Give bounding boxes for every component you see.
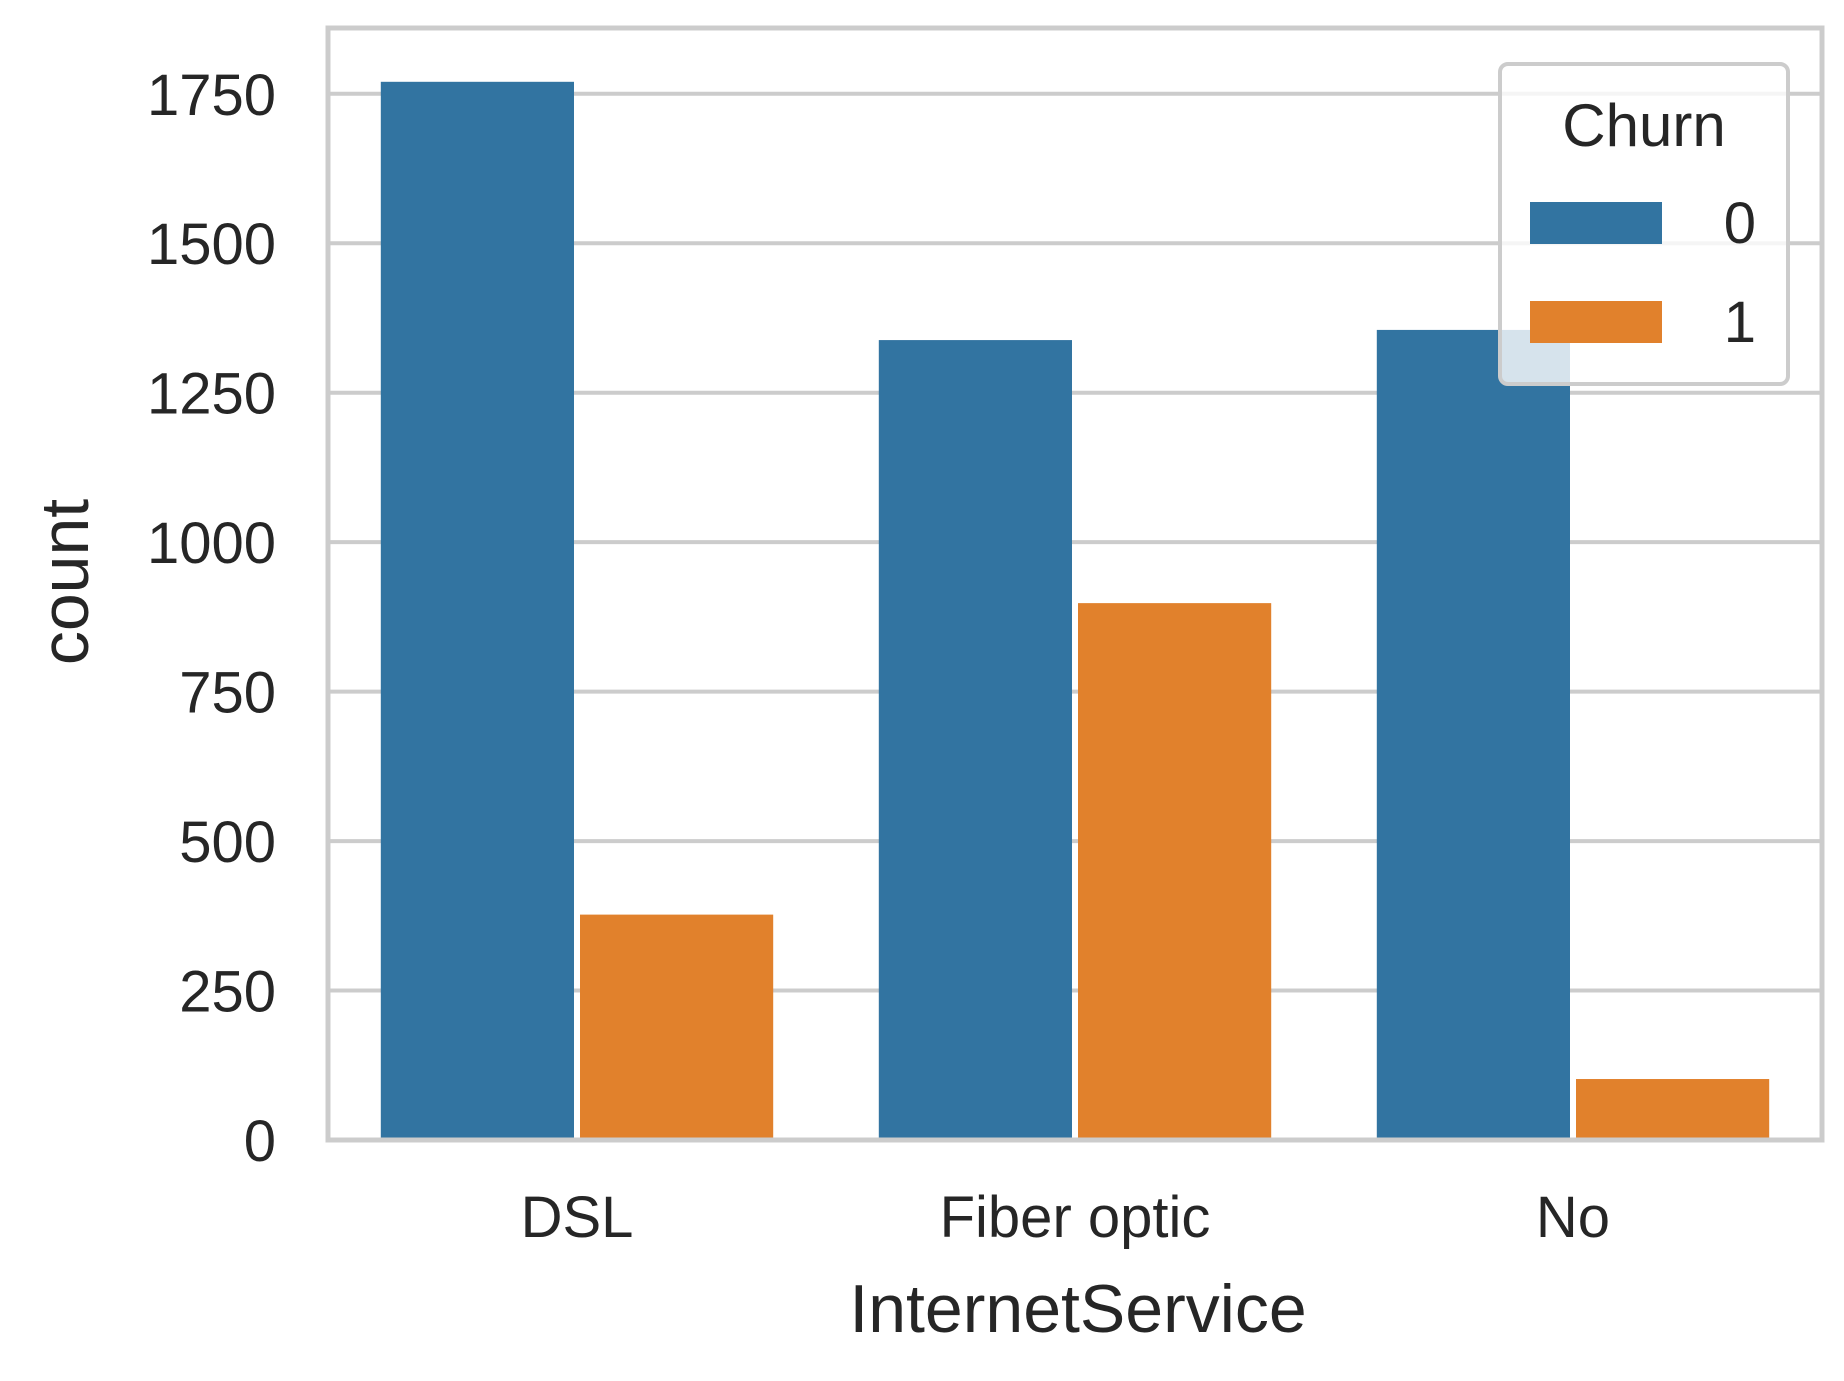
bar-dsl-churn-1 [580,914,774,1140]
x-tick-label: Fiber optic [940,1185,1211,1250]
legend-swatch-1 [1530,301,1662,343]
bar-fiber-optic-churn-1 [1078,603,1272,1140]
y-tick-label: 1000 [147,511,276,576]
x-tick-labels: DSL Fiber optic No [521,1185,1610,1250]
legend: Churn 0 1 [1498,62,1790,386]
plot-frame [325,25,1825,1143]
bar-no-churn-0 [1376,329,1570,1141]
bar-no-churn-1 [1576,1079,1770,1140]
plot-border [325,25,1825,1143]
y-tick-label: 1500 [147,212,276,277]
bars [380,81,1770,1141]
y-tick-label: 0 [244,1109,276,1174]
x-tick-label: No [1536,1185,1610,1250]
y-tick-label: 1250 [147,362,276,427]
y-tick-label: 250 [179,960,276,1025]
y-axis-label: count [27,499,103,665]
x-axis-label: InternetService [849,1271,1306,1347]
legend-swatch-0 [1530,202,1662,244]
legend-label: 0 [1724,191,1756,256]
x-tick-label: DSL [521,1185,634,1250]
y-tick-label: 750 [179,661,276,726]
bar-fiber-optic-churn-0 [878,340,1072,1141]
y-tick-label: 1750 [147,63,276,128]
gridlines [328,91,1822,1142]
legend-title: Churn [1562,92,1725,159]
y-tick-labels: 0 250 500 750 1000 1250 1500 1750 [147,63,276,1174]
legend-label: 1 [1724,290,1756,355]
y-tick-label: 500 [179,810,276,875]
bar-dsl-churn-0 [380,81,574,1141]
